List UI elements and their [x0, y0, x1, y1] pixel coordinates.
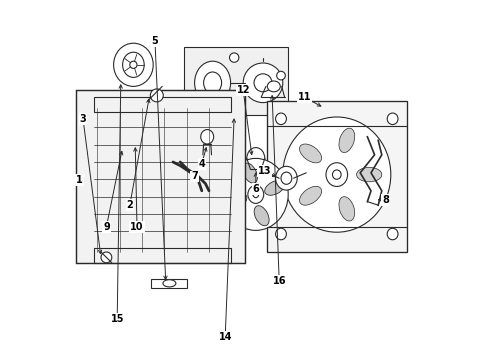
Ellipse shape [120, 152, 126, 158]
Ellipse shape [125, 137, 138, 151]
Text: 13: 13 [258, 166, 271, 176]
Ellipse shape [283, 117, 391, 232]
Text: 1: 1 [76, 175, 83, 185]
Ellipse shape [119, 130, 144, 158]
Text: 14: 14 [219, 332, 232, 342]
Ellipse shape [101, 252, 112, 263]
Polygon shape [76, 90, 245, 263]
Ellipse shape [326, 163, 347, 186]
Text: 7: 7 [191, 171, 198, 181]
Bar [94, 97, 231, 112]
Ellipse shape [299, 144, 321, 163]
Text: 12: 12 [237, 85, 250, 95]
Ellipse shape [204, 72, 221, 94]
Ellipse shape [265, 180, 285, 195]
Ellipse shape [227, 194, 247, 208]
Ellipse shape [253, 191, 259, 198]
Text: 15: 15 [110, 314, 124, 324]
Ellipse shape [275, 113, 286, 125]
Ellipse shape [122, 52, 144, 77]
Ellipse shape [247, 148, 265, 169]
Ellipse shape [229, 53, 239, 62]
Ellipse shape [254, 74, 272, 92]
Text: 5: 5 [151, 36, 158, 46]
Text: 4: 4 [198, 159, 205, 169]
Text: 6: 6 [252, 184, 259, 194]
Text: 16: 16 [272, 276, 286, 286]
Ellipse shape [134, 130, 140, 136]
Ellipse shape [275, 166, 297, 190]
Ellipse shape [281, 172, 292, 184]
Ellipse shape [339, 128, 355, 153]
Ellipse shape [339, 197, 355, 221]
Text: 3: 3 [80, 114, 86, 124]
Ellipse shape [114, 43, 153, 86]
Bar [151, 279, 187, 288]
Bar [94, 248, 231, 263]
Ellipse shape [277, 71, 285, 80]
Ellipse shape [275, 228, 286, 240]
Ellipse shape [243, 63, 283, 103]
Text: 2: 2 [126, 200, 133, 210]
Ellipse shape [387, 113, 398, 125]
Ellipse shape [254, 206, 269, 226]
Text: 8: 8 [382, 195, 389, 205]
Ellipse shape [150, 89, 163, 102]
Ellipse shape [163, 280, 176, 287]
Ellipse shape [130, 61, 137, 68]
Ellipse shape [248, 185, 264, 203]
Polygon shape [119, 130, 144, 158]
Ellipse shape [223, 158, 288, 230]
Ellipse shape [357, 167, 382, 182]
Ellipse shape [201, 130, 214, 144]
Ellipse shape [299, 186, 321, 205]
Ellipse shape [195, 61, 231, 104]
Text: 10: 10 [130, 222, 144, 232]
Ellipse shape [360, 194, 368, 202]
Polygon shape [184, 47, 288, 115]
Polygon shape [267, 101, 407, 252]
Ellipse shape [268, 81, 280, 92]
Ellipse shape [243, 163, 257, 183]
Text: 11: 11 [297, 92, 311, 102]
Ellipse shape [387, 228, 398, 240]
Ellipse shape [333, 170, 341, 179]
Text: 9: 9 [103, 222, 110, 232]
